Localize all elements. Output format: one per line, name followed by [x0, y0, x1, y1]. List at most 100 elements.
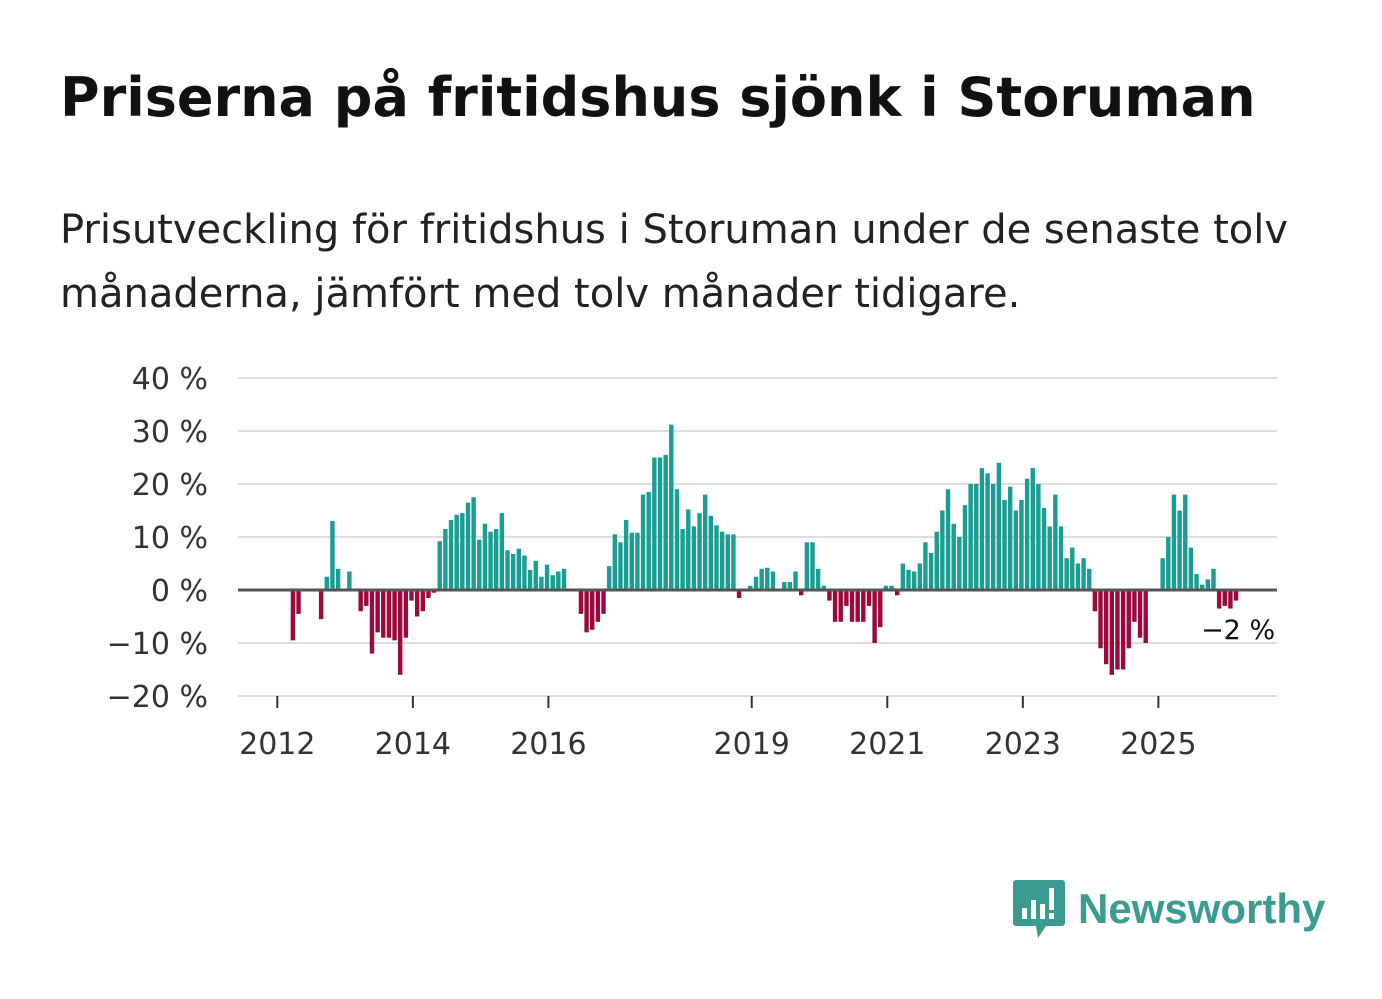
y-tick-label: 30 %	[132, 415, 208, 450]
bar	[516, 548, 522, 590]
bar	[369, 590, 375, 654]
bar	[702, 494, 708, 590]
bar	[759, 568, 764, 590]
bar	[556, 571, 561, 590]
bar	[460, 513, 465, 590]
bar	[527, 569, 533, 590]
bar	[787, 582, 793, 590]
bar	[804, 542, 810, 590]
bar	[934, 531, 939, 590]
bar	[838, 590, 843, 622]
bar	[1205, 579, 1211, 590]
bar	[883, 585, 889, 590]
bar	[358, 590, 363, 612]
bar	[957, 537, 962, 590]
bar	[471, 497, 476, 590]
bar	[962, 505, 968, 590]
bar	[1053, 494, 1058, 590]
bar	[861, 590, 866, 622]
bar	[488, 531, 493, 590]
bar	[872, 590, 877, 643]
bar	[386, 590, 392, 638]
bar	[731, 534, 736, 590]
bar	[1183, 494, 1188, 590]
bar	[1177, 510, 1182, 590]
x-tick-label: 2014	[375, 727, 451, 762]
bar	[392, 590, 397, 641]
bar	[770, 571, 776, 590]
bar	[985, 473, 990, 590]
bar	[827, 590, 832, 601]
y-tick-label: 0 %	[151, 574, 208, 609]
x-tick-label: 2016	[510, 727, 586, 762]
brand-name: Newsworthy	[1078, 885, 1326, 932]
bar	[347, 571, 352, 590]
bar	[539, 576, 544, 590]
bar	[414, 590, 420, 617]
y-tick-label: 40 %	[132, 362, 208, 397]
bar	[629, 532, 634, 590]
bar	[1211, 568, 1216, 590]
chart-title: Priserna på fritidshus sjönk i Storuman	[60, 66, 1256, 129]
y-tick-label: −10 %	[107, 627, 208, 662]
bar	[878, 590, 883, 628]
bar	[1126, 590, 1131, 649]
bar	[1007, 486, 1013, 590]
bar	[1024, 478, 1030, 590]
bar	[844, 590, 849, 606]
bar	[748, 585, 753, 590]
bar	[1075, 563, 1081, 590]
bar	[652, 457, 657, 590]
bar	[409, 590, 414, 601]
bar	[437, 541, 442, 590]
bar	[736, 590, 742, 598]
bar	[606, 566, 612, 590]
bar	[996, 462, 1002, 590]
x-axis: 2012 2014 2016 2019 2021 2023 2025	[239, 696, 1197, 762]
chart-subtitle: Prisutveckling för fritidshus i Storuman…	[60, 207, 1289, 317]
bar	[657, 457, 663, 590]
bar	[1098, 590, 1103, 649]
bar	[911, 571, 917, 590]
bar	[917, 563, 922, 590]
bar	[663, 454, 668, 590]
bar	[1058, 526, 1064, 590]
bar	[1171, 494, 1177, 590]
bar	[945, 489, 951, 590]
bar	[623, 520, 629, 590]
bar	[522, 555, 527, 590]
bar-series	[290, 424, 1239, 675]
bar	[1013, 510, 1019, 590]
bar	[505, 550, 510, 590]
bar	[753, 576, 759, 590]
bar	[900, 563, 906, 590]
bar	[815, 568, 821, 590]
bar	[618, 542, 623, 590]
bar	[1194, 574, 1199, 590]
bar	[719, 531, 725, 590]
bar	[793, 571, 798, 590]
gridlines	[238, 377, 1277, 697]
bar	[691, 526, 697, 590]
bar	[330, 521, 335, 590]
bar	[403, 590, 409, 638]
bar	[398, 590, 403, 675]
x-tick-label: 2012	[239, 727, 315, 762]
bar	[561, 568, 567, 590]
bar	[1030, 468, 1035, 590]
bar	[1047, 526, 1052, 590]
bar	[968, 484, 973, 590]
bar	[335, 568, 341, 590]
bar	[454, 514, 459, 590]
bar	[821, 585, 826, 590]
bar	[725, 534, 730, 590]
bar	[1092, 590, 1098, 612]
bar	[375, 590, 380, 633]
bar	[544, 564, 550, 590]
bar	[974, 484, 979, 590]
bar	[1041, 507, 1047, 590]
bar	[832, 590, 838, 622]
bar	[477, 539, 482, 590]
bar	[697, 513, 702, 590]
